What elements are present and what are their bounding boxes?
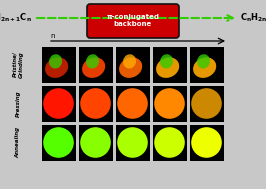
Bar [189,125,223,160]
Circle shape [117,127,148,158]
Ellipse shape [86,54,99,69]
Bar [41,125,76,160]
Bar [152,46,186,83]
Bar [189,85,223,122]
Ellipse shape [197,54,210,69]
Text: $\mathbf{H_{2n+1}C_n}$: $\mathbf{H_{2n+1}C_n}$ [0,12,32,24]
Ellipse shape [160,54,173,69]
PathPatch shape [189,46,223,83]
Bar [41,85,76,122]
PathPatch shape [41,46,76,83]
Bar [152,85,186,122]
Text: π-conjugated
backbone: π-conjugated backbone [106,15,160,28]
Circle shape [154,88,185,119]
PathPatch shape [78,46,113,83]
Circle shape [191,127,222,158]
PathPatch shape [115,46,149,83]
Ellipse shape [123,54,136,69]
FancyBboxPatch shape [87,4,179,38]
Bar [115,125,149,160]
Ellipse shape [119,57,142,78]
Text: $\mathbf{C_nH_{2n+1}}$: $\mathbf{C_nH_{2n+1}}$ [240,12,266,24]
PathPatch shape [152,46,186,83]
Circle shape [117,88,148,119]
Bar [41,46,76,83]
Bar [78,46,113,83]
Bar [78,85,113,122]
Circle shape [191,88,222,119]
Bar [189,46,223,83]
Ellipse shape [156,57,179,78]
Text: n: n [50,33,55,39]
Circle shape [43,127,74,158]
Ellipse shape [82,57,105,78]
Text: Pristine/
Grinding: Pristine/ Grinding [13,51,23,78]
Ellipse shape [193,57,216,78]
Circle shape [80,88,111,119]
Bar [152,125,186,160]
Circle shape [154,127,185,158]
Text: Pressing: Pressing [15,90,20,117]
Bar [78,125,113,160]
Bar [115,46,149,83]
Text: Annealing: Annealing [15,127,20,158]
Bar [115,85,149,122]
Ellipse shape [45,57,68,78]
Ellipse shape [49,54,62,69]
Circle shape [80,127,111,158]
Circle shape [43,88,74,119]
